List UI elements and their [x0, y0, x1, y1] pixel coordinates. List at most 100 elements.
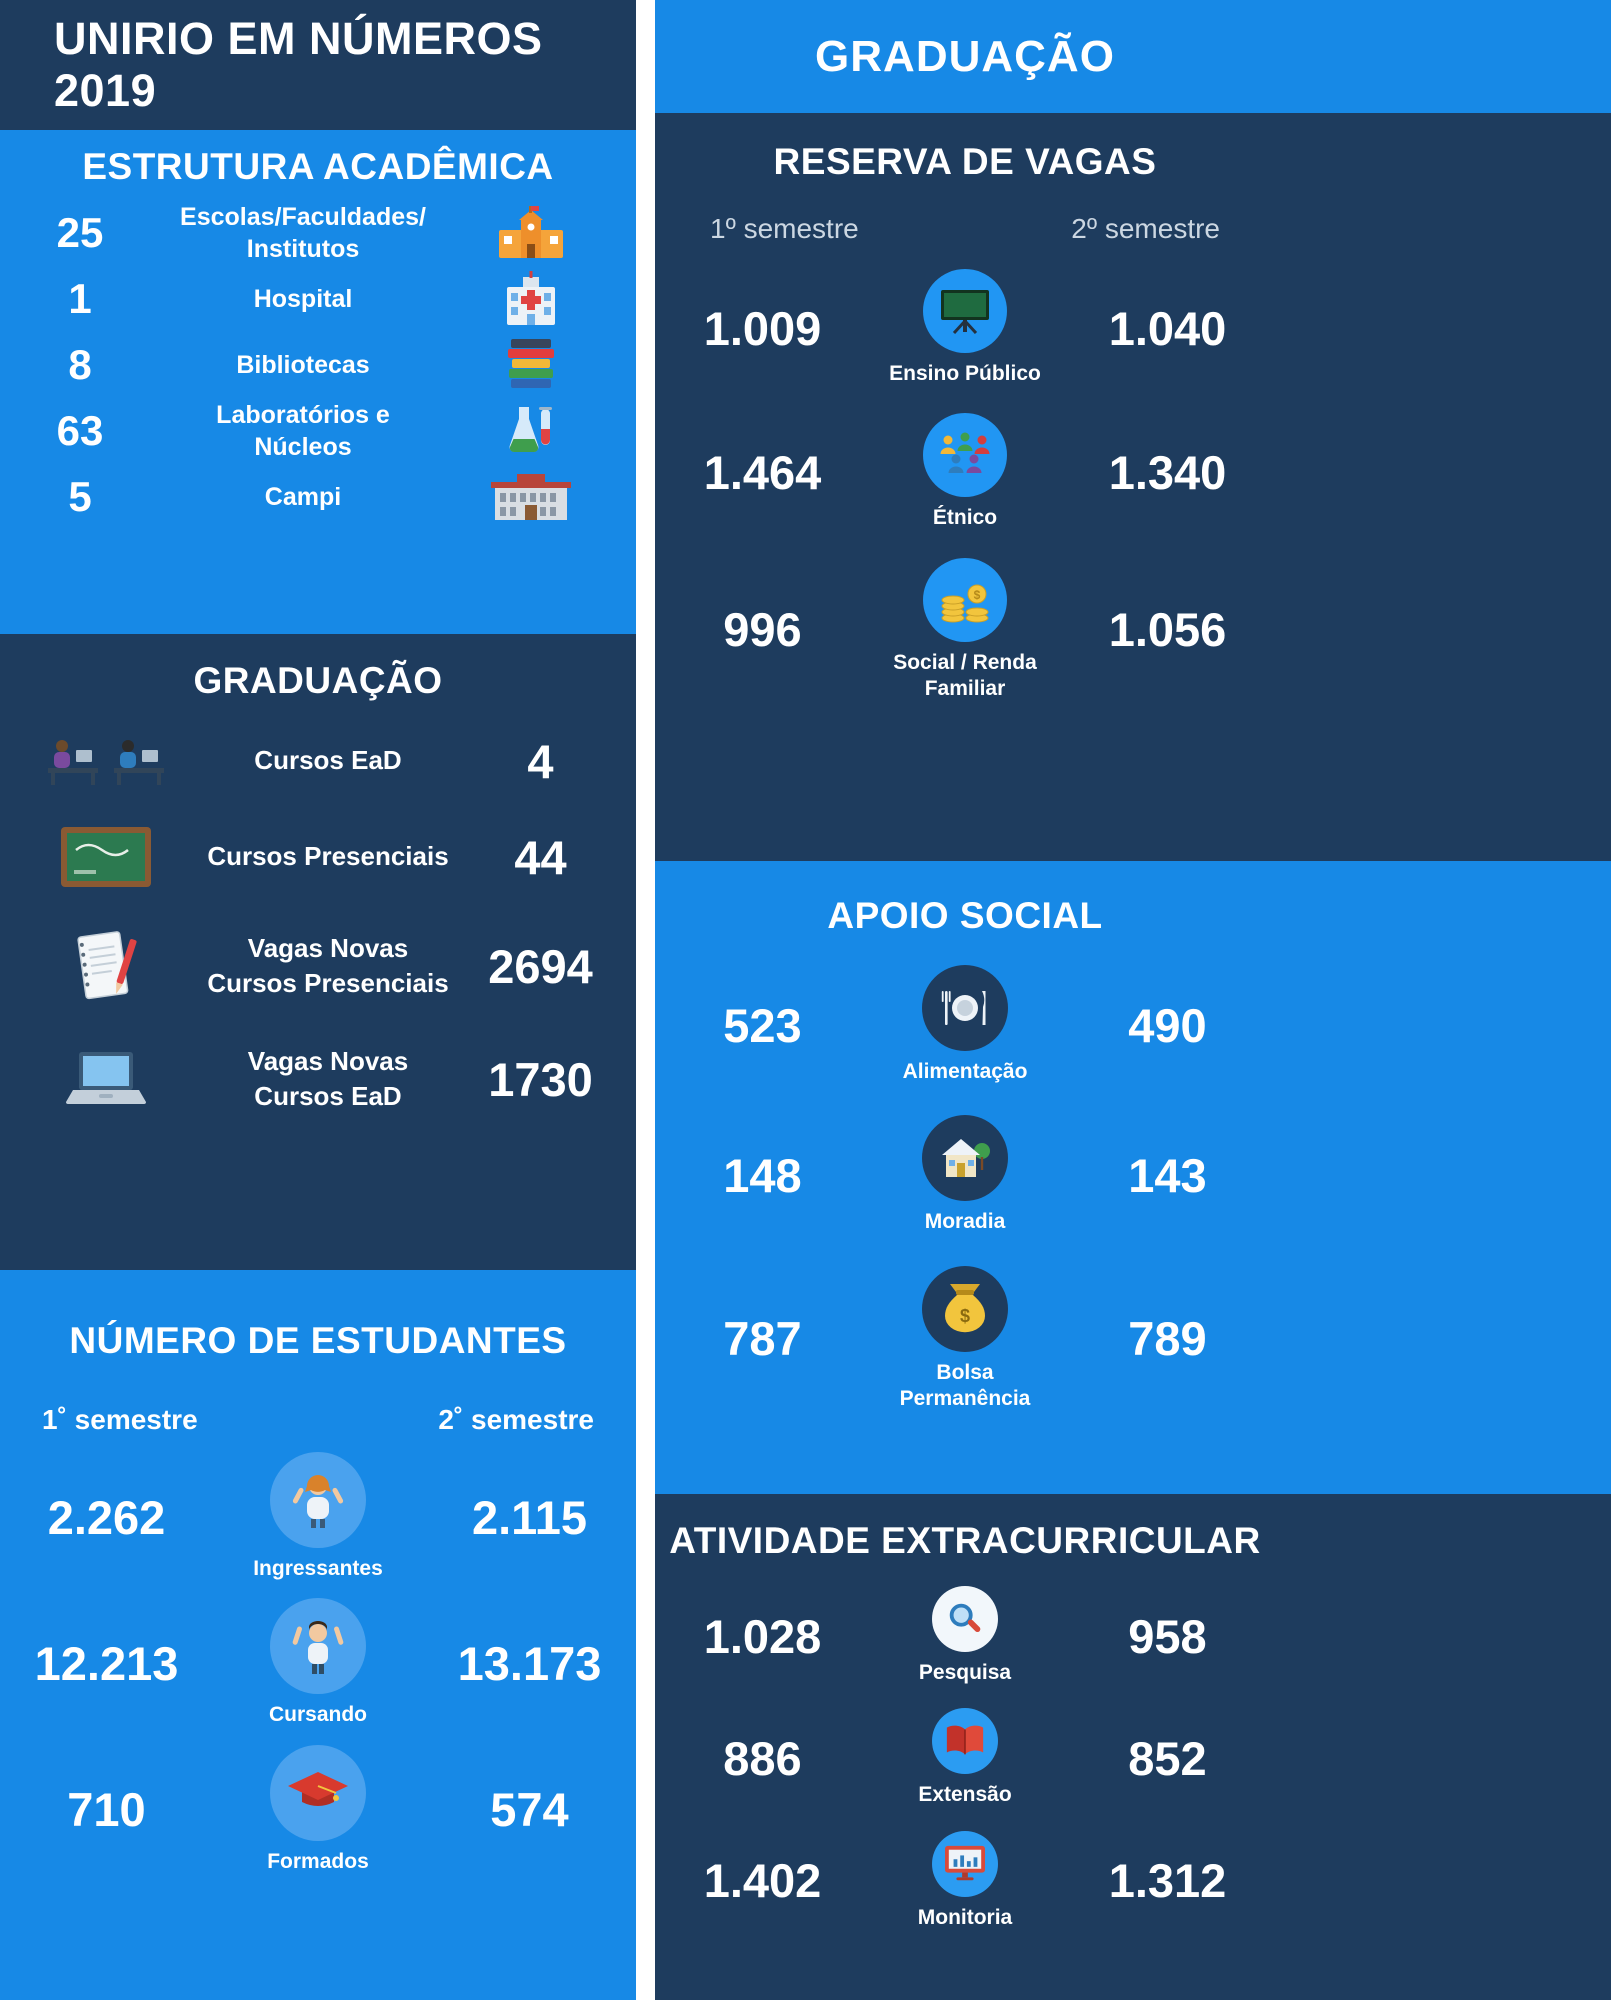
- section-apoio-social: APOIO SOCIAL 523: [655, 861, 1611, 1494]
- stat-label: Ensino Público: [889, 362, 1041, 385]
- stat-value: 5: [68, 473, 92, 520]
- graduation-cap-icon: [270, 1744, 366, 1841]
- section-title: NÚMERO DE ESTUDANTES: [69, 1320, 567, 1361]
- semester-headers: 1º semestre 2º semestre: [655, 213, 1275, 245]
- main-header: UNIRIO EM NÚMEROS 2019: [0, 0, 636, 130]
- sem1-value: 787: [723, 1312, 802, 1366]
- stat-label: Cursos EaD: [254, 745, 402, 776]
- apoio-rows: 523: [655, 965, 1275, 1412]
- sem1-value: 1.009: [703, 301, 822, 355]
- stat-row: 2.262: [0, 1452, 636, 1582]
- stat-row: 886 Extensão 852: [655, 1708, 1275, 1808]
- sem1-value: 148: [723, 1148, 802, 1202]
- section-numero-de-estudantes: NÚMERO DE ESTUDANTES 1˚ semestre 2˚ seme…: [0, 1270, 636, 2000]
- stat-center: Étnico: [870, 413, 1060, 531]
- stat-label: Pesquisa: [918, 1661, 1012, 1684]
- right-header: GRADUAÇÃO: [655, 0, 1611, 113]
- estudantes-rows: 2.262: [0, 1452, 636, 1875]
- sem1-value: 996: [723, 603, 802, 657]
- stat-label: Cursos Presenciais: [207, 841, 449, 872]
- sem1-value: 523: [723, 998, 802, 1052]
- stat-value: 1: [68, 275, 92, 322]
- stat-label: Moradia: [924, 1210, 1006, 1234]
- stat-label: Laboratórios e Núcleos: [216, 400, 390, 462]
- stat-row: 8 Bibliotecas: [0, 332, 636, 398]
- stat-center: Ensino Público: [870, 269, 1060, 387]
- sem2-value: 143: [1128, 1148, 1207, 1202]
- stat-center: Extensão: [870, 1708, 1060, 1808]
- stat-row: 1.402: [655, 1830, 1275, 1931]
- stat-center: Cursando: [213, 1598, 423, 1728]
- meal-plate-icon: [922, 965, 1008, 1051]
- sem2-header: 2˚ semestre: [438, 1404, 594, 1435]
- graduacao-rows: Cursos EaD 4 Cursos Presenciais 44: [0, 736, 636, 1114]
- stat-value: 2694: [488, 939, 593, 993]
- atividade-rows: 1.028 Pesquisa 958: [655, 1586, 1275, 1931]
- sem2-value: 1.312: [1108, 1854, 1227, 1908]
- open-book-icon: [932, 1708, 998, 1775]
- stat-label: Hospital: [253, 284, 353, 313]
- stat-row: 1 Hospital: [0, 266, 636, 332]
- sem1-value: 1.028: [703, 1609, 822, 1663]
- stat-center: $ Social / Renda Familiar: [870, 557, 1060, 703]
- laptop-icon: [28, 1050, 183, 1108]
- section-reserva-de-vagas: RESERVA DE VAGAS 1º semestre 2º semestre…: [655, 113, 1611, 861]
- stat-row: 1.009 Ensino P: [655, 269, 1275, 387]
- stat-label: Bolsa Permanência: [899, 1360, 1031, 1410]
- stat-center: Ingressantes: [213, 1452, 423, 1582]
- section-title: APOIO SOCIAL: [827, 895, 1103, 936]
- stat-label: Formados: [267, 1849, 369, 1873]
- stat-label: Étnico: [932, 506, 998, 530]
- sem2-value: 789: [1128, 1312, 1207, 1366]
- svg-text:$: $: [974, 588, 981, 602]
- section-title: ESTRUTURA ACADÊMICA: [82, 146, 554, 187]
- distance-learning-icon: [28, 736, 183, 786]
- sem1-header: 1˚ semestre: [42, 1404, 198, 1435]
- campus-building-icon: [446, 474, 616, 520]
- stat-row: 12.213: [0, 1598, 636, 1728]
- sem1-value: 12.213: [34, 1636, 179, 1690]
- coins-icon: $: [923, 557, 1007, 642]
- stat-label: Ingressantes: [253, 1557, 383, 1580]
- stat-value: 63: [56, 407, 104, 454]
- stat-row: Vagas Novas Cursos EaD 1730: [28, 1044, 608, 1114]
- stat-label: Escolas/Faculdades/ Institutos: [180, 202, 426, 264]
- sem2-value: 490: [1128, 998, 1207, 1052]
- stat-value: 8: [68, 341, 92, 388]
- chalkboard-icon: [28, 826, 183, 888]
- student-girl-icon: [270, 1452, 366, 1548]
- reserva-rows: 1.009 Ensino P: [655, 269, 1275, 702]
- stat-row: 710 Formados 574: [0, 1744, 636, 1875]
- sem2-value: 1.040: [1108, 301, 1227, 355]
- stat-row: 787 $ Bolsa Permanência: [655, 1265, 1275, 1413]
- stat-row: Cursos Presenciais 44: [28, 826, 608, 888]
- stat-row: 996: [655, 557, 1275, 703]
- section-graduacao-left: GRADUAÇÃO: [0, 634, 636, 1270]
- stat-value: 25: [56, 209, 104, 256]
- sem1-value: 886: [723, 1731, 802, 1785]
- stat-row: Cursos EaD 4: [28, 736, 608, 786]
- sem1-value: 1.464: [703, 445, 822, 499]
- student-boy-icon: [270, 1598, 366, 1695]
- money-bag-icon: $: [922, 1265, 1008, 1352]
- sem2-value: 1.056: [1108, 603, 1227, 657]
- stat-value: 44: [514, 830, 567, 884]
- semester-headers: 1˚ semestre 2˚ semestre: [0, 1404, 636, 1436]
- stat-center: $ Bolsa Permanência: [870, 1265, 1060, 1413]
- magnifier-icon: [932, 1586, 998, 1652]
- stat-label: Vagas Novas Cursos EaD: [247, 1046, 409, 1112]
- sem2-value: 574: [490, 1783, 569, 1837]
- lab-flasks-icon: [446, 403, 616, 459]
- sem2-header: 2º semestre: [1071, 213, 1220, 244]
- public-school-board-icon: [923, 269, 1007, 353]
- school-icon: [446, 206, 616, 260]
- stat-label: Bibliotecas: [236, 350, 370, 379]
- svg-text:$: $: [960, 1306, 970, 1326]
- sem2-value: 958: [1128, 1609, 1207, 1663]
- ethnic-group-icon: [923, 413, 1007, 498]
- stat-value: 4: [527, 734, 554, 788]
- stat-row: 523: [655, 965, 1275, 1085]
- right-column-title: GRADUAÇÃO: [815, 31, 1115, 81]
- sem2-value: 852: [1128, 1731, 1207, 1785]
